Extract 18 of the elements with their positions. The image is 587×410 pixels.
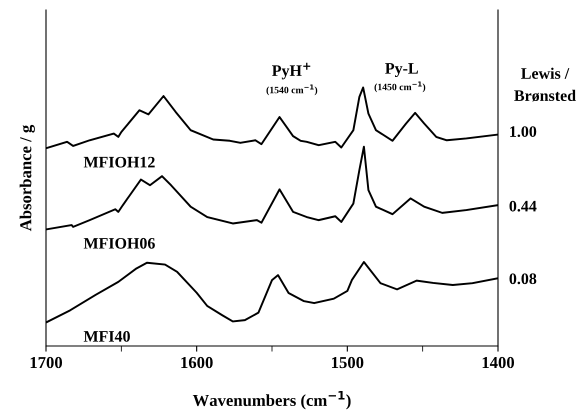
series-label: MFIOH06 [84,238,155,249]
x-axis-title: Wavenumbers (cm$^{−1}$) [192,390,351,410]
annotation: (1540 cm$^{−1}$) [266,84,318,96]
x-tick-label: 1600 [181,356,213,368]
text: Lewis / [521,68,570,79]
text: 0.44 [509,200,537,212]
x-tick-label: 1400 [482,356,514,368]
text: 1.00 [510,126,536,138]
series-label: MFI40 [84,330,130,342]
text: Brønsted [514,90,576,102]
annotation: (1450 cm$^{−1}$) [374,82,426,92]
x-tick-label: 1700 [30,356,62,368]
y-axis-title: Absorbance / g [20,124,35,232]
x-tick-label: 1500 [332,356,364,368]
text: 0.08 [509,273,536,284]
series-label: MFIOH12 [84,156,155,168]
text: Py-L [385,63,418,78]
text: PyH$^{+}$ [272,62,310,80]
